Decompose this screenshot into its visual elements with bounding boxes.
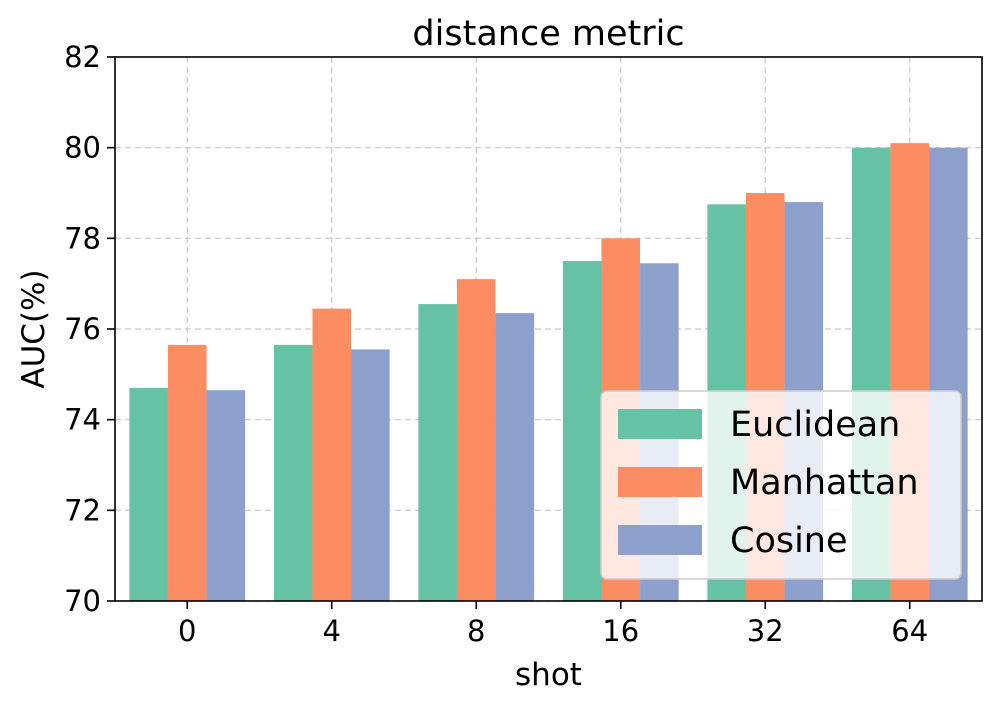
- bar-euclidean-16: [562, 261, 602, 601]
- bar-cosine-4: [351, 349, 390, 601]
- bar-manhattan-0: [167, 344, 207, 601]
- x-tick-label: 64: [891, 614, 928, 648]
- y-tick-label: 80: [64, 131, 101, 165]
- y-tick-label: 72: [64, 493, 101, 527]
- bar-manhattan-8: [456, 279, 496, 601]
- bar-euclidean-4: [273, 344, 313, 601]
- y-tick-label: 70: [64, 584, 101, 618]
- y-tick-label: 82: [64, 40, 101, 74]
- axis-ticks: 70 72 74 76 78 80 82 0 4 8 16 32 64: [64, 40, 928, 648]
- x-tick-label: 4: [323, 614, 341, 648]
- legend: Euclidean Manhattan Cosine: [600, 390, 962, 580]
- y-axis-label: AUC(%): [16, 269, 52, 388]
- x-tick-label: 32: [747, 614, 784, 648]
- bar-manhattan-4: [312, 308, 352, 601]
- legend-label-manhattan: Manhattan: [730, 463, 919, 503]
- bar-cosine-0: [206, 390, 246, 601]
- legend-swatch-euclidean: [618, 409, 702, 439]
- x-tick-label: 8: [467, 614, 485, 648]
- legend-swatch-manhattan: [618, 467, 702, 497]
- x-tick-label: 0: [178, 614, 196, 648]
- legend-label-cosine: Cosine: [730, 521, 848, 561]
- bar-euclidean-0: [129, 387, 168, 601]
- legend-swatch-cosine: [618, 525, 702, 555]
- x-tick-label: 16: [602, 614, 639, 648]
- bar-euclidean-8: [418, 304, 457, 601]
- y-tick-label: 76: [64, 312, 101, 346]
- y-tick-label: 78: [64, 221, 101, 255]
- legend-label-euclidean: Euclidean: [730, 405, 900, 445]
- x-axis-label: shot: [515, 657, 582, 693]
- chart-title: distance metric: [412, 14, 684, 54]
- bar-cosine-8: [495, 313, 535, 601]
- y-tick-label: 74: [64, 403, 101, 437]
